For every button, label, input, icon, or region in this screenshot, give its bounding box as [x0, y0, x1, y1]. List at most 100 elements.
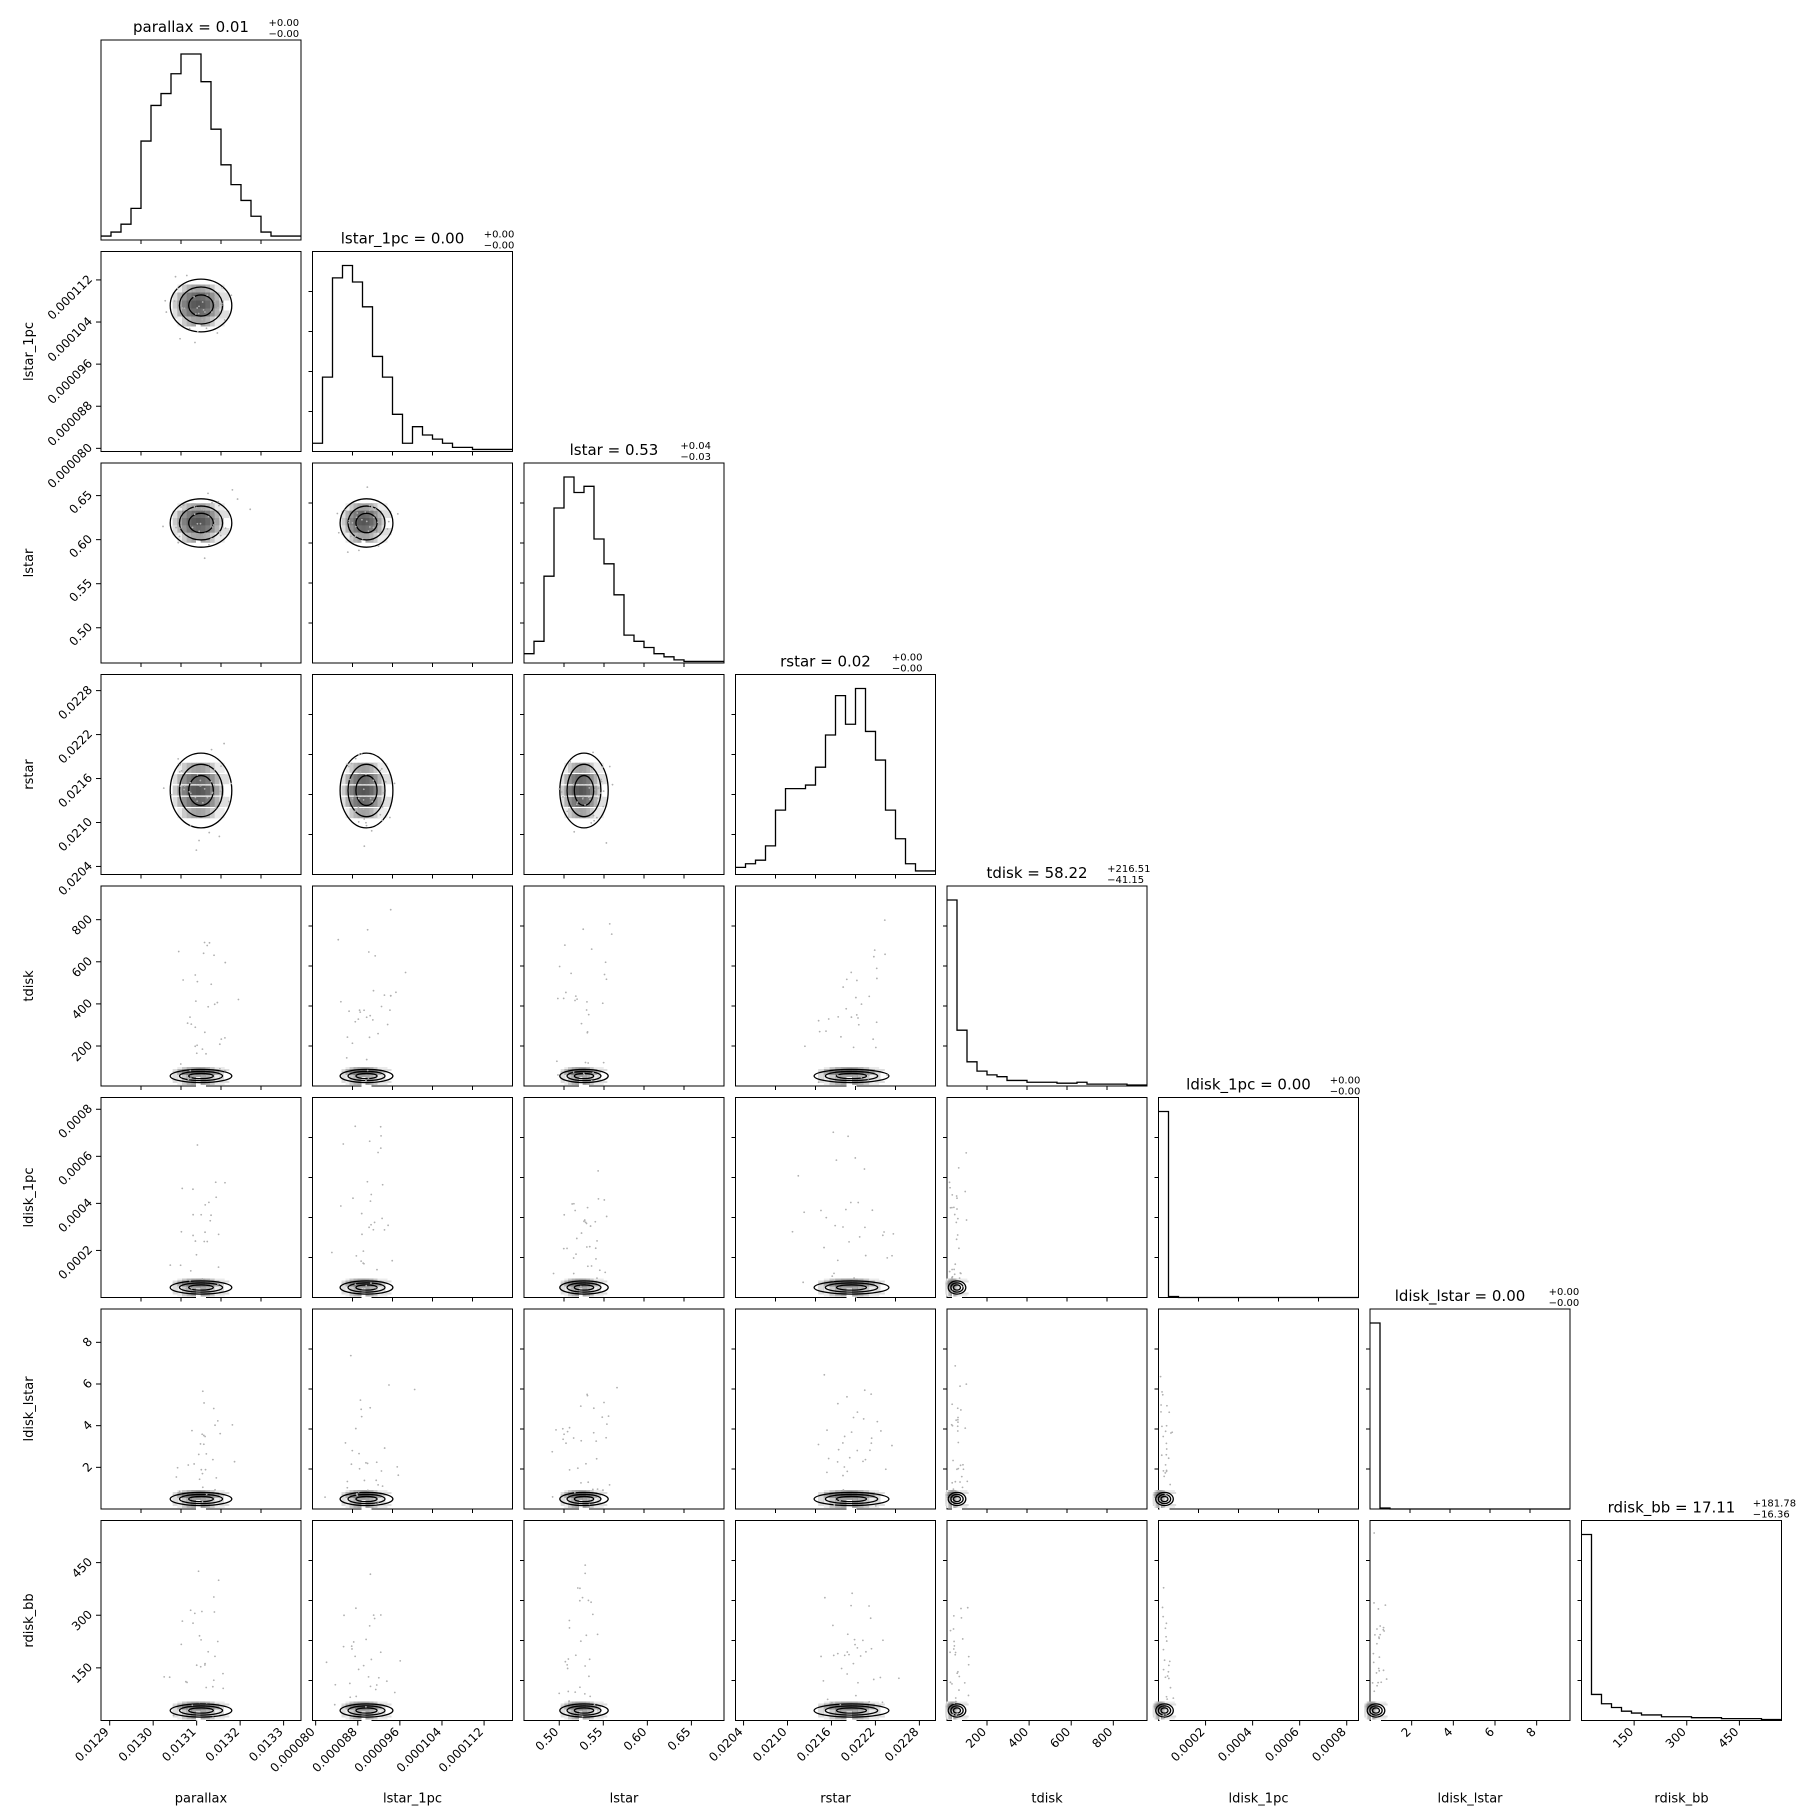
scatter-point	[827, 1018, 830, 1020]
scatter-point	[182, 979, 185, 981]
scatter-point	[568, 1627, 571, 1629]
scatter-point	[611, 783, 614, 786]
density-cell	[385, 785, 396, 796]
density-cell	[214, 503, 225, 514]
hist-panel-ldisk-1pc: ldisk_1pc = 0.00 +0.00−0.00	[1154, 1076, 1360, 1302]
panel-frame	[523, 1308, 725, 1510]
scatter-point	[201, 301, 204, 303]
y-axis-label: ldisk_1pc	[22, 1168, 37, 1228]
scatter-point	[864, 1254, 867, 1257]
scatter-point	[858, 1236, 861, 1238]
scatter-point	[581, 797, 584, 800]
scatter-point	[210, 983, 213, 986]
scatter-point	[567, 1658, 570, 1660]
contour-line	[339, 1491, 394, 1507]
hist-panel-tdisk: tdisk = 58.22 +216.51−41.15	[943, 864, 1150, 1090]
scatter-point	[355, 1254, 358, 1257]
contour-line	[559, 752, 609, 829]
contour-line	[947, 1703, 967, 1718]
density-cell	[196, 324, 206, 335]
scatter-point	[1161, 1425, 1163, 1428]
scatter-point	[566, 1667, 569, 1670]
panel-tdisk-vs-lstar-1pc	[308, 885, 513, 1090]
scatter-point	[960, 1475, 963, 1478]
density-cell	[196, 819, 206, 830]
scatter-point	[960, 1607, 962, 1610]
panel-frame	[735, 885, 936, 1087]
scatter-point	[183, 784, 186, 787]
scatter-point	[839, 1703, 842, 1706]
scatter-point	[185, 508, 188, 510]
scatter-point	[213, 784, 216, 787]
scatter-point	[192, 1622, 194, 1625]
contour-line	[178, 1070, 224, 1082]
scatter-point	[196, 1144, 199, 1146]
density-cell	[812, 1705, 823, 1716]
scatter-point	[1382, 1626, 1385, 1629]
scatter-point	[965, 1383, 968, 1386]
density-cell	[385, 1071, 396, 1081]
contour-line	[355, 1495, 378, 1503]
histogram-line	[1158, 1110, 1359, 1299]
scatter-point	[175, 1476, 178, 1478]
contour-line	[952, 1284, 962, 1291]
scatter-point	[588, 1675, 590, 1678]
scatter-point	[583, 1220, 585, 1223]
scatter-point	[870, 1647, 873, 1650]
scatter-point	[358, 1467, 361, 1470]
scatter-point	[1162, 1668, 1165, 1671]
density-cell	[874, 1707, 885, 1718]
panel-rdisk-bb-vs-lstar: 0.50 0.55 0.60 0.65 lstar	[520, 1520, 725, 1807]
scatter-point	[962, 1468, 965, 1471]
scatter-point	[189, 1609, 192, 1612]
x-tick-label: 0.0131	[159, 1725, 199, 1765]
density-cell	[823, 1286, 834, 1297]
scatter-point	[949, 1629, 952, 1632]
density-cell	[214, 808, 225, 819]
scatter-point	[404, 971, 407, 974]
scatter-point	[372, 1228, 375, 1231]
scatter-point	[580, 1232, 583, 1234]
scatter-point	[386, 1023, 389, 1026]
scatter-point	[360, 1212, 363, 1215]
scatter-point	[576, 998, 578, 1000]
y-tick-label: 6	[80, 1376, 95, 1391]
scatter-point	[362, 788, 365, 791]
scatter-point	[185, 1287, 187, 1290]
scatter-point	[369, 1573, 372, 1576]
title-plus-error: +0.04	[680, 441, 711, 452]
scatter-point	[874, 1504, 877, 1507]
scatter-point	[207, 1005, 210, 1008]
density-cell	[818, 1284, 829, 1295]
scatter-point	[862, 1460, 864, 1463]
scatter-point	[213, 1003, 216, 1006]
scatter-point	[204, 532, 207, 535]
scatter-point	[357, 1018, 360, 1021]
scatter-point	[817, 1443, 820, 1446]
scatter-point	[872, 1038, 875, 1041]
scatter-point	[205, 1702, 208, 1704]
scatter-point	[568, 1469, 571, 1471]
y-tick-label: 0.60	[66, 532, 95, 561]
scatter-point	[361, 518, 363, 521]
scatter-point	[213, 1611, 216, 1613]
scatter-point	[395, 991, 397, 994]
scatter-point	[379, 1125, 382, 1128]
scatter-point	[368, 504, 371, 507]
scatter-point	[836, 1259, 839, 1262]
scatter-point	[217, 515, 219, 518]
density-cell	[812, 1071, 823, 1081]
scatter-point	[832, 1624, 834, 1627]
panel-tdisk-vs-parallax: 200 400 600 800 tdisk	[22, 885, 302, 1090]
scatter-point	[187, 1464, 190, 1466]
panel-frame	[523, 1520, 725, 1721]
scatter-point	[202, 1443, 205, 1446]
scatter-point	[853, 1277, 855, 1279]
scatter-point	[224, 1036, 226, 1039]
scatter-point	[387, 1224, 390, 1227]
x-tick-label: 0.0004	[1215, 1725, 1255, 1765]
scatter-point	[587, 1062, 590, 1064]
scatter-point	[604, 961, 607, 964]
scatter-point	[389, 1009, 391, 1011]
